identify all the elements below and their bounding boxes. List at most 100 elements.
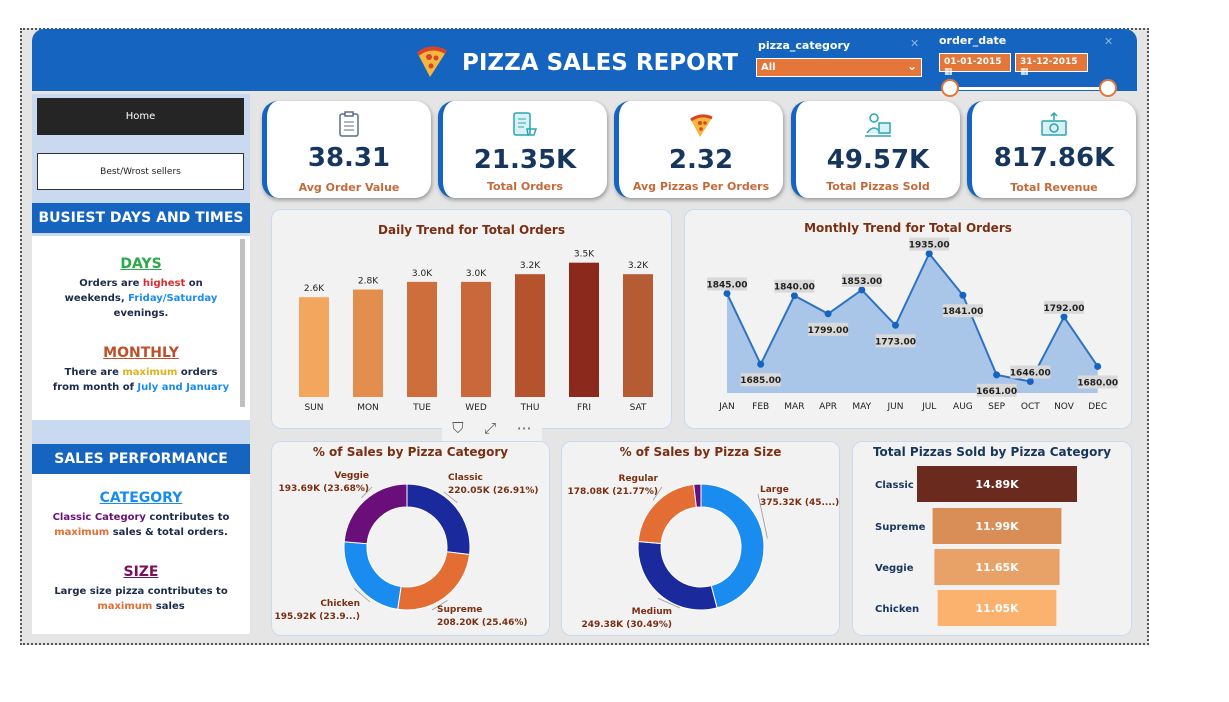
monthly-point — [757, 360, 765, 368]
more-options-icon[interactable]: ⋯ — [516, 419, 532, 437]
donut-slice-value: 193.69K (23.68%) — [278, 484, 369, 494]
kpi-value: 817.86K — [993, 143, 1115, 173]
clear-date-icon[interactable]: ✕ — [1104, 35, 1114, 48]
monthly-x-tick: AUG — [953, 402, 973, 412]
report-title-group: PIZZA SALES REPORT — [412, 42, 738, 84]
donut-leader — [652, 486, 663, 501]
daily-x-tick: SUN — [304, 403, 323, 413]
daily-bar — [353, 289, 383, 397]
monthly-point — [925, 250, 933, 258]
kpi-label: Avg Order Value — [298, 181, 400, 194]
kpi-card-avg-pizzas: 2.32 Avg Pizzas Per Orders — [614, 101, 783, 198]
monthly-point — [1060, 313, 1068, 321]
funnel-category-label: Supreme — [875, 522, 926, 533]
focus-mode-icon[interactable]: ⤢ — [484, 419, 497, 437]
funnel-bar-label: 11.99K — [975, 520, 1019, 533]
monthly-x-tick: JUL — [921, 402, 936, 412]
monthly-point — [892, 321, 899, 329]
date-range-start-handle[interactable] — [941, 79, 959, 97]
home-button[interactable]: Home — [37, 98, 244, 135]
monthly-area — [727, 253, 1098, 393]
monthly-point-label: 1853.00 — [841, 277, 882, 287]
monthly-x-tick: DEC — [1088, 402, 1107, 412]
daily-x-tick: MON — [357, 403, 379, 413]
daily-bar-label: 3.0K — [412, 269, 433, 279]
monthly-point-label: 1773.00 — [875, 337, 916, 347]
monthly-label-bg — [808, 322, 849, 336]
monthly-trend-card[interactable]: Monthly Trend for Total Orders 1845.00 JA… — [684, 209, 1132, 429]
category-slicer-label: pizza_category — [758, 39, 851, 52]
sales-by-size-donut: Large 375.32K (45....) Medium 249.38K (30.4… — [567, 474, 839, 630]
chart-title: % of Sales by Pizza Size — [619, 445, 782, 459]
monthly-label-bg — [841, 273, 882, 287]
donut-slice — [397, 551, 471, 611]
monthly-label-bg — [740, 373, 781, 387]
monthly-point-label: 1646.00 — [1010, 368, 1051, 378]
kpi-card-total-orders: 21.35K Total Orders — [438, 101, 607, 198]
monthly-point-label: 1935.00 — [909, 241, 950, 251]
monthly-x-tick: OCT — [1021, 402, 1040, 412]
monthly-point-label: 1841.00 — [942, 307, 983, 317]
sales-performance-panel: CATEGORY Classic Category contributes to… — [32, 474, 250, 634]
donut-leader — [431, 599, 448, 611]
monthly-point-label: 1792.00 — [1044, 304, 1085, 314]
kpi-label: Total Orders — [487, 180, 563, 193]
clear-category-icon[interactable]: ✕ — [910, 37, 920, 50]
donut-slice-name: Chicken — [320, 599, 360, 609]
order-list-icon — [443, 111, 607, 139]
clipboard-icon — [267, 111, 431, 139]
page-title: PIZZA SALES REPORT — [462, 50, 739, 76]
funnel-bar-label: 11.05K — [975, 602, 1019, 615]
monthly-subtitle: MONTHLY — [103, 345, 179, 361]
calendar-icon: ▦ — [944, 67, 953, 77]
pizza-slice-icon — [619, 111, 783, 139]
daily-x-tick: FRI — [577, 403, 591, 413]
chart-title: Total Pizzas Sold by Pizza Category — [872, 445, 1112, 459]
funnel-bar — [917, 466, 1077, 502]
kpi-value: 38.31 — [307, 143, 391, 173]
date-range-end-handle[interactable] — [1099, 79, 1117, 97]
money-icon — [972, 111, 1136, 139]
chart-title: Daily Trend for Total Orders — [378, 223, 565, 237]
daily-bar — [407, 281, 437, 397]
panel-scrollbar[interactable] — [240, 239, 245, 407]
sales-by-category-card[interactable]: % of Sales by Pizza Category Classic 220.… — [271, 441, 550, 636]
visual-toolbar: ⛉ ⤢ ⋯ — [442, 414, 542, 442]
daily-bar-label: 3.5K — [574, 250, 595, 260]
pizzas-by-category-funnel: 14.89K Classic 11.99K Supreme 11.65K Veggie 11… — [875, 466, 1077, 626]
end-date-input[interactable]: 31-12-2015 ▦ — [1015, 53, 1088, 77]
start-date-input[interactable]: 01-01-2015 ▦ — [939, 53, 1011, 77]
monthly-x-tick: MAY — [852, 402, 871, 412]
pizzas-by-category-card[interactable]: Total Pizzas Sold by Pizza Category 14.8… — [852, 441, 1132, 636]
best-worst-sellers-button[interactable]: Best/Wrost sellers — [37, 153, 244, 190]
monthly-label-bg — [976, 383, 1017, 397]
monthly-point — [1026, 377, 1034, 385]
kpi-value: 49.57K — [826, 145, 930, 175]
daily-bar-label: 3.2K — [520, 261, 541, 271]
daily-trend-chart: 2.6K SUN 2.8K MON 3.0K TUE 3.0K WED 3.2K THU 3.5K F… — [299, 250, 653, 413]
daily-bar — [515, 274, 545, 397]
donut-slice — [343, 483, 408, 545]
filter-icon[interactable]: ⛉ — [452, 419, 464, 437]
donut-slice-name: Classic — [448, 473, 483, 483]
daily-bar-label: 2.6K — [304, 284, 325, 294]
category-dropdown[interactable]: All ⌄ — [756, 58, 922, 77]
daily-trend-card[interactable]: Daily Trend for Total Orders 2.6K SUN 2.8K… — [271, 209, 672, 429]
funnel-category-label: Classic — [875, 480, 914, 491]
daily-x-tick: WED — [465, 403, 487, 413]
date-range-track[interactable] — [950, 87, 1108, 90]
sales-by-size-card[interactable]: % of Sales by Pizza Size Large 375.32K (4… — [561, 441, 840, 636]
monthly-point — [959, 291, 967, 299]
start-date-value: 01-01-2015 — [944, 57, 1002, 67]
pizza-logo-icon — [412, 42, 450, 84]
monthly-x-tick: JAN — [718, 402, 734, 412]
donut-leader — [361, 486, 373, 498]
kpi-label: Total Revenue — [1010, 181, 1098, 194]
kpi-label: Avg Pizzas Per Orders — [632, 180, 770, 193]
size-subtitle: SIZE — [123, 564, 159, 580]
daily-bar — [569, 262, 599, 397]
monthly-point — [723, 289, 731, 297]
donut-slice-value: 178.08K (21.77%) — [567, 487, 658, 497]
monthly-point — [1094, 362, 1102, 370]
kpi-value: 21.35K — [473, 145, 577, 175]
